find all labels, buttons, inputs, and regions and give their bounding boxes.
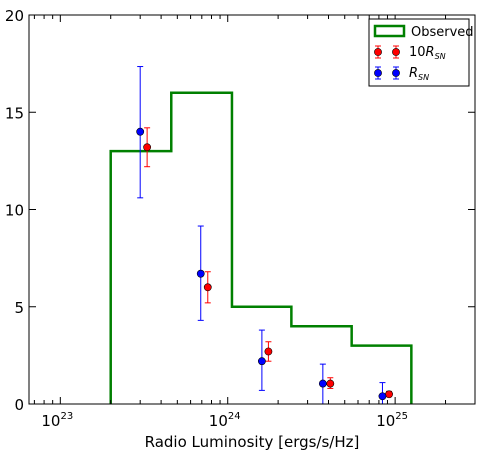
legend-marker: [392, 69, 399, 76]
observed-step-line: [111, 93, 412, 404]
data-point: [385, 391, 392, 398]
x-tick-label: 1023: [41, 411, 73, 430]
data-point: [319, 380, 326, 387]
x-axis-label: Radio Luminosity [ergs/s/Hz]: [145, 433, 360, 451]
data-point: [144, 144, 151, 151]
data-point: [379, 393, 386, 400]
y-tick-label: 15: [5, 104, 24, 122]
data-point: [327, 380, 334, 387]
legend-marker: [392, 48, 399, 55]
series-rsn: [137, 67, 386, 404]
legend-label: Observed: [411, 25, 474, 40]
data-point: [265, 348, 272, 355]
y-tick-label: 20: [5, 7, 24, 25]
data-point: [197, 270, 204, 277]
y-tick-label: 10: [5, 202, 24, 220]
y-tick-label: 5: [14, 299, 24, 317]
data-point: [258, 358, 265, 365]
plot-clip-group: [111, 67, 412, 404]
x-tick-label: 1024: [209, 411, 241, 430]
plot-area: [111, 67, 412, 404]
data-point: [204, 284, 211, 291]
data-point: [137, 128, 144, 135]
series-10rsn: [144, 128, 393, 398]
y-tick-label: 0: [14, 396, 24, 414]
x-tick-label: 1025: [376, 411, 408, 430]
legend-marker: [374, 48, 381, 55]
legend-marker: [374, 69, 381, 76]
